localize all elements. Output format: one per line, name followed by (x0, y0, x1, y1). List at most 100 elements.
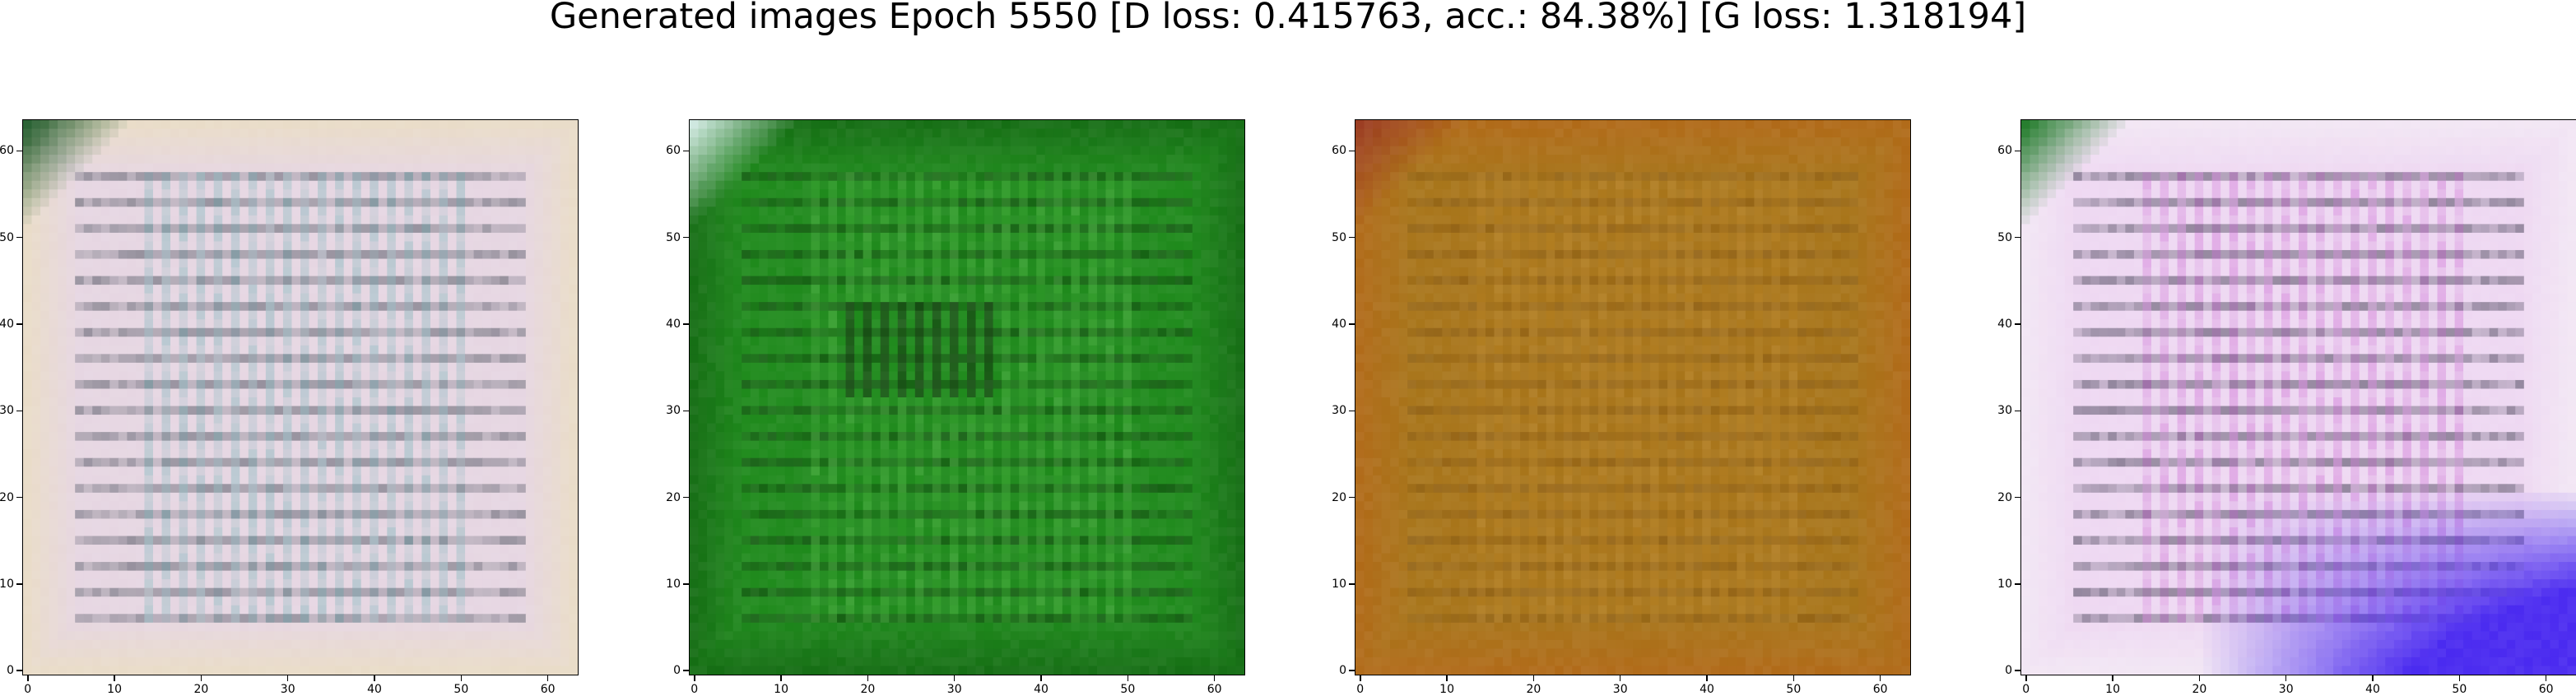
image-pixel (456, 648, 466, 658)
image-pixel (66, 518, 76, 528)
image-pixel (343, 440, 353, 450)
image-pixel (1209, 155, 1220, 165)
image-pixel (274, 484, 284, 494)
image-pixel (152, 639, 163, 650)
image-pixel (213, 457, 223, 467)
image-pixel (343, 362, 353, 373)
image-pixel (482, 587, 492, 597)
image-pixel (58, 180, 67, 190)
image-pixel (83, 596, 93, 606)
image-pixel (352, 605, 362, 615)
image-pixel (75, 406, 85, 415)
image-pixel (430, 562, 440, 572)
image-axes (22, 119, 579, 675)
image-pixel (534, 120, 544, 130)
image-pixel (551, 336, 561, 346)
image-pixel (274, 285, 284, 295)
image-pixel (300, 379, 310, 390)
image-pixel (335, 631, 345, 641)
image-pixel (1071, 128, 1081, 138)
image-pixel (118, 285, 128, 295)
image-pixel (473, 241, 483, 251)
image-pixel (49, 648, 58, 658)
image-pixel (300, 657, 310, 667)
image-pixel (309, 449, 319, 459)
image-pixel (135, 509, 146, 520)
image-pixel (387, 362, 397, 373)
image-pixel (967, 137, 977, 147)
image-pixel (23, 657, 33, 667)
image-pixel (1071, 120, 1081, 130)
image-pixel (482, 509, 492, 520)
image-pixel (370, 258, 379, 268)
image-pixel (196, 388, 206, 398)
image-pixel (551, 509, 561, 520)
image-pixel (569, 570, 578, 580)
image-pixel (92, 345, 102, 355)
image-pixel (569, 267, 578, 277)
image-pixel (144, 631, 154, 641)
image-pixel (352, 570, 362, 580)
image-pixel (135, 155, 146, 165)
image-pixel (83, 336, 93, 346)
image-pixel (932, 163, 942, 173)
image-pixel (335, 215, 345, 225)
image-pixel (439, 509, 449, 520)
image-pixel (923, 232, 933, 243)
image-pixel (508, 440, 518, 450)
image-pixel (421, 432, 431, 442)
image-pixel (92, 596, 102, 606)
image-pixel (318, 258, 328, 268)
image-pixel (118, 137, 128, 147)
image-pixel (473, 639, 483, 650)
image-pixel (508, 336, 518, 346)
image-pixel (161, 415, 171, 425)
image-pixel (75, 215, 85, 225)
image-pixel (404, 128, 414, 138)
image-pixel (239, 163, 249, 173)
image-pixel (144, 579, 154, 589)
image-pixel (412, 146, 423, 155)
image-pixel (135, 492, 146, 502)
image-pixel (837, 155, 847, 165)
image-pixel (1183, 189, 1193, 199)
image-pixel (1002, 180, 1011, 190)
image-pixel (1096, 180, 1107, 190)
image-pixel (421, 596, 431, 606)
image-pixel (127, 241, 137, 251)
image-pixel (473, 666, 483, 675)
image-pixel (828, 120, 838, 130)
image-pixel (343, 197, 353, 207)
image-pixel (326, 163, 336, 173)
image-pixel (23, 172, 33, 182)
image-pixel (248, 457, 258, 467)
image-pixel (222, 570, 232, 580)
image-pixel (1192, 172, 1202, 182)
image-pixel (170, 197, 180, 207)
image-pixel (482, 639, 492, 650)
image-pixel (542, 241, 553, 251)
image-pixel (109, 475, 119, 485)
image-pixel (551, 648, 561, 658)
image-pixel (318, 137, 328, 147)
image-pixel (343, 354, 353, 364)
image-pixel (109, 553, 119, 563)
image-pixel (257, 120, 267, 130)
image-pixel (205, 457, 215, 467)
image-pixel (551, 415, 561, 425)
image-pixel (170, 553, 180, 563)
image-pixel (265, 527, 276, 537)
image-pixel (75, 545, 85, 554)
image-pixel (1010, 128, 1020, 138)
image-pixel (230, 484, 240, 494)
image-pixel (1123, 197, 1132, 207)
image-pixel (31, 249, 41, 260)
image-pixel (551, 128, 561, 138)
image-pixel (1027, 120, 1037, 130)
image-pixel (560, 622, 570, 632)
image-pixel (1218, 137, 1228, 147)
image-pixel (707, 232, 717, 243)
image-pixel (152, 345, 163, 355)
image-pixel (370, 267, 379, 277)
image-pixel (161, 631, 171, 641)
